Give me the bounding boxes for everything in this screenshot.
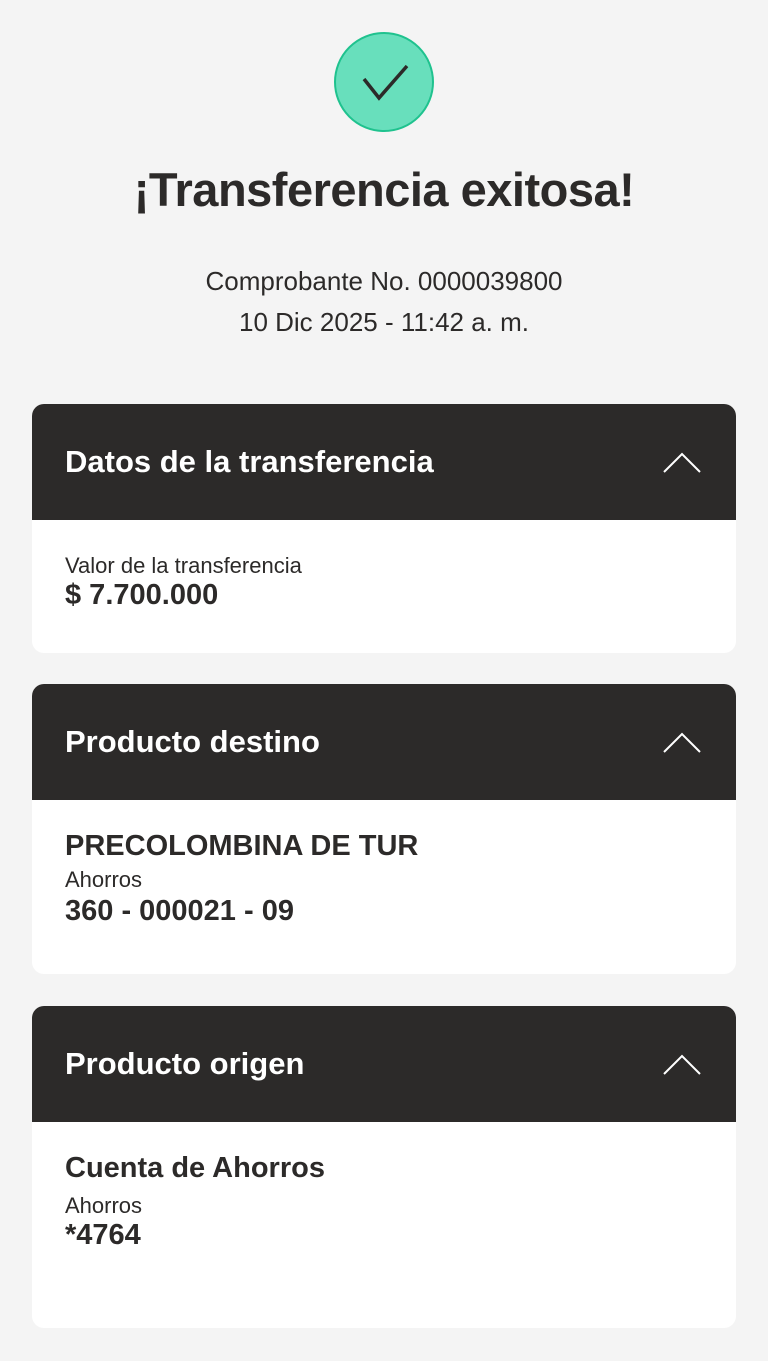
destination-product-header[interactable]: Producto destino bbox=[32, 684, 736, 800]
transfer-value: $ 7.700.000 bbox=[65, 579, 219, 611]
transfer-data-card: Datos de la transferencia Valor de la tr… bbox=[32, 404, 736, 653]
origin-account-type: Ahorros bbox=[65, 1193, 143, 1218]
origin-product-card: Producto origen Cuenta de Ahorros Ahorro… bbox=[32, 1006, 736, 1328]
transfer-value-label: Valor de la transferencia bbox=[65, 553, 302, 578]
chevron-up-icon[interactable] bbox=[662, 442, 702, 482]
section-title: Producto origen bbox=[65, 1046, 305, 1081]
chevron-up-icon[interactable] bbox=[662, 1044, 702, 1084]
destination-name: PRECOLOMBINA DE TUR bbox=[65, 830, 419, 862]
origin-name: Cuenta de Ahorros bbox=[65, 1152, 325, 1184]
success-check-icon bbox=[334, 32, 434, 132]
receipt-number: Comprobante No. 0000039800 bbox=[205, 266, 563, 296]
page-title: ¡Transferencia exitosa! bbox=[133, 163, 635, 216]
transfer-data-header[interactable]: Datos de la transferencia bbox=[32, 404, 736, 520]
transfer-datetime: 10 Dic 2025 - 11:42 a. m. bbox=[238, 307, 529, 337]
section-title: Producto destino bbox=[65, 724, 320, 759]
destination-account-number: 360 - 000021 - 09 bbox=[65, 895, 294, 927]
destination-account-type: Ahorros bbox=[65, 867, 143, 892]
chevron-up-icon[interactable] bbox=[662, 722, 702, 762]
origin-product-header[interactable]: Producto origen bbox=[32, 1006, 736, 1122]
destination-product-card: Producto destino PRECOLOMBINA DE TUR Aho… bbox=[32, 684, 736, 974]
section-title: Datos de la transferencia bbox=[65, 444, 434, 479]
origin-account-number: *4764 bbox=[65, 1219, 141, 1251]
